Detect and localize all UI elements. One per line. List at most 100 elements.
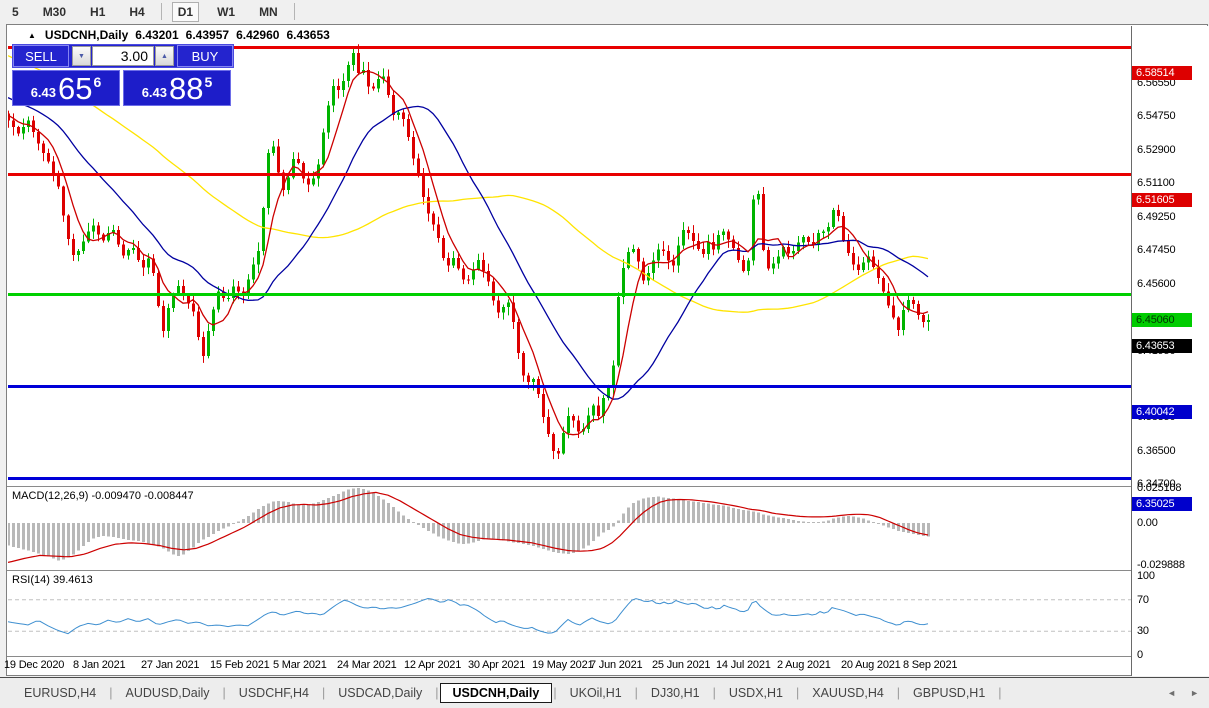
tab-separator: | [712,686,716,700]
ohlc-high: 6.43957 [185,28,230,42]
timeframe-button-mn[interactable]: MN [259,4,278,19]
date-tick-label: 7 Jun 2021 [590,659,643,671]
buy-price-pips: 88 [169,71,204,106]
price-level-badge: 6.58514 [1132,66,1192,81]
date-tick-label: 8 Jan 2021 [73,659,126,671]
ohlc-close: 6.43653 [286,28,330,42]
tab-scroll-arrows: ◄ ► [1167,688,1199,698]
chart-tab-usdcnh[interactable]: USDCNH,Daily [439,683,553,703]
rsi-pane[interactable] [8,570,1131,656]
macd-pane[interactable] [8,486,1131,570]
date-tick-label: 20 Aug 2021 [841,659,901,671]
volume-input[interactable] [92,46,154,66]
buy-price-display[interactable]: 6.43 88 5 [123,70,231,106]
rsi-tick: 30 [1137,625,1149,638]
macd-name: MACD(12,26,9) [12,490,89,502]
macd-tick: 0.00 [1137,517,1158,530]
price-scale-axis-line [1131,26,1132,676]
date-tick-label: 14 Jul 2021 [716,659,771,671]
timeframe-button-h4[interactable]: H4 [129,4,145,19]
tab-separator: | [796,686,800,700]
tab-separator: | [321,686,326,700]
chart-tab-usdchf[interactable]: USDCHF,H4 [238,686,309,700]
date-axis-separator [7,656,1131,657]
price-level-badge: 6.45060 [1132,312,1192,327]
macd-tick: 0.025108 [1137,482,1182,495]
timeframe-button-m30[interactable]: M30 [42,4,67,19]
rsi-tick: 100 [1137,570,1155,582]
tab-separator: | [222,686,226,700]
sell-button[interactable]: SELL [13,45,69,67]
price-tick: 6.45600 [1137,277,1176,290]
sell-price-pips: 65 [58,71,93,106]
date-tick-label: 19 Dec 2020 [4,659,65,671]
buy-price-point: 5 [204,74,213,90]
chart-expand-icon[interactable]: ▲ [28,30,36,40]
tab-strip: EURUSD,H4 | AUDUSD,Daily | USDCHF,H4 | USDCAD,… [12,678,1167,708]
macd-main-value: -0.009470 [91,490,142,502]
tab-separator: | [109,686,113,700]
date-tick-label: 5 Mar 2021 [273,659,327,671]
sell-price-display[interactable]: 6.43 65 6 [12,70,120,106]
chart-tab-eurusd[interactable]: EURUSD,H4 [24,686,97,700]
chart-title: ▲ USDCNH,Daily 6.43201 6.43957 6.42960 6… [28,28,330,42]
buy-button[interactable]: BUY [177,45,233,67]
ohlc-low: 6.42960 [236,28,280,42]
volume-decrease-button[interactable]: ▼ [72,46,91,66]
trade-controls-row: SELL ▼ ▲ BUY [12,44,234,68]
rsi-tick: 0 [1137,649,1143,661]
rsi-label: RSI(14) 39.4613 [12,574,93,586]
price-chart[interactable] [8,26,1131,486]
price-tick: 6.51100 [1137,177,1175,190]
price-tick: 6.56550 [1137,77,1176,90]
price-level-badge: 6.35025 [1132,497,1192,512]
one-click-trade-panel: SELL ▼ ▲ BUY 6.43 65 6 6.43 88 5 [12,44,234,106]
date-tick-label: 8 Sep 2021 [903,659,958,671]
price-tick: 6.34700 [1137,478,1176,490]
chart-symbol: USDCNH,Daily [44,28,129,42]
rsi-tick: 70 [1137,593,1149,606]
tab-separator: | [553,686,557,700]
price-tick: 6.49250 [1137,211,1176,224]
date-tick-label: 12 Apr 2021 [404,659,462,671]
chart-tab-audusd[interactable]: AUDUSD,Daily [125,686,210,700]
price-tick: 6.52900 [1137,144,1176,157]
rsi-value: 39.4613 [52,574,93,586]
price-level-badge: 6.51605 [1132,192,1192,207]
timeframe-button-h1[interactable]: H1 [90,4,106,19]
volume-increase-button[interactable]: ▲ [155,46,174,66]
tab-scroll-right-icon[interactable]: ► [1190,688,1199,698]
tab-separator: | [998,686,1002,700]
toolbar-separator [293,3,295,20]
price-tick: 6.36500 [1137,444,1176,457]
timeframe-button-w1[interactable]: W1 [217,4,236,19]
date-tick-label: 19 May 2021 [532,659,594,671]
toolbar-separator [160,3,162,20]
date-tick-label: 2 Aug 2021 [777,659,831,671]
chart-tab-xauusd[interactable]: XAUUSD,H4 [812,686,884,700]
price-tick: 6.54750 [1137,110,1176,123]
ohlc-open: 6.43201 [135,28,179,42]
chart-tab-usdx[interactable]: USDX,H1 [728,686,783,700]
chart-window [6,24,1208,676]
chart-tab-ukoil[interactable]: UKOil,H1 [569,686,622,700]
date-tick-label: 15 Feb 2021 [210,659,270,671]
chart-tab-gbpusd[interactable]: GBPUSD,H1 [913,686,986,700]
current-price-badge: 6.43653 [1132,338,1192,353]
macd-signal-value: -0.008447 [144,490,194,502]
date-tick-label: 25 Jun 2021 [652,659,711,671]
timeframe-toolbar: 5 M30 H1 H4 D1 W1 MN [0,0,1209,23]
rsi-pane-separator [7,570,1131,571]
tab-separator: | [896,686,901,700]
timeframe-button-d1[interactable]: D1 [171,1,200,22]
chart-tab-dj30[interactable]: DJ30,H1 [650,686,700,700]
macd-tick: -0.029888 [1137,559,1185,572]
chart-tab-usdcad[interactable]: USDCAD,Daily [338,686,423,700]
chart-tab-bar: EURUSD,H4 | AUDUSD,Daily | USDCHF,H4 | USDCAD,… [0,677,1209,708]
tab-separator: | [634,686,638,700]
trade-prices-row: 6.43 65 6 6.43 88 5 [12,70,234,106]
sell-price-prefix: 6.43 [30,85,57,100]
timeframe-button-5[interactable]: 5 [12,4,19,19]
tab-scroll-left-icon[interactable]: ◄ [1167,688,1177,698]
buy-price-prefix: 6.43 [141,85,168,100]
